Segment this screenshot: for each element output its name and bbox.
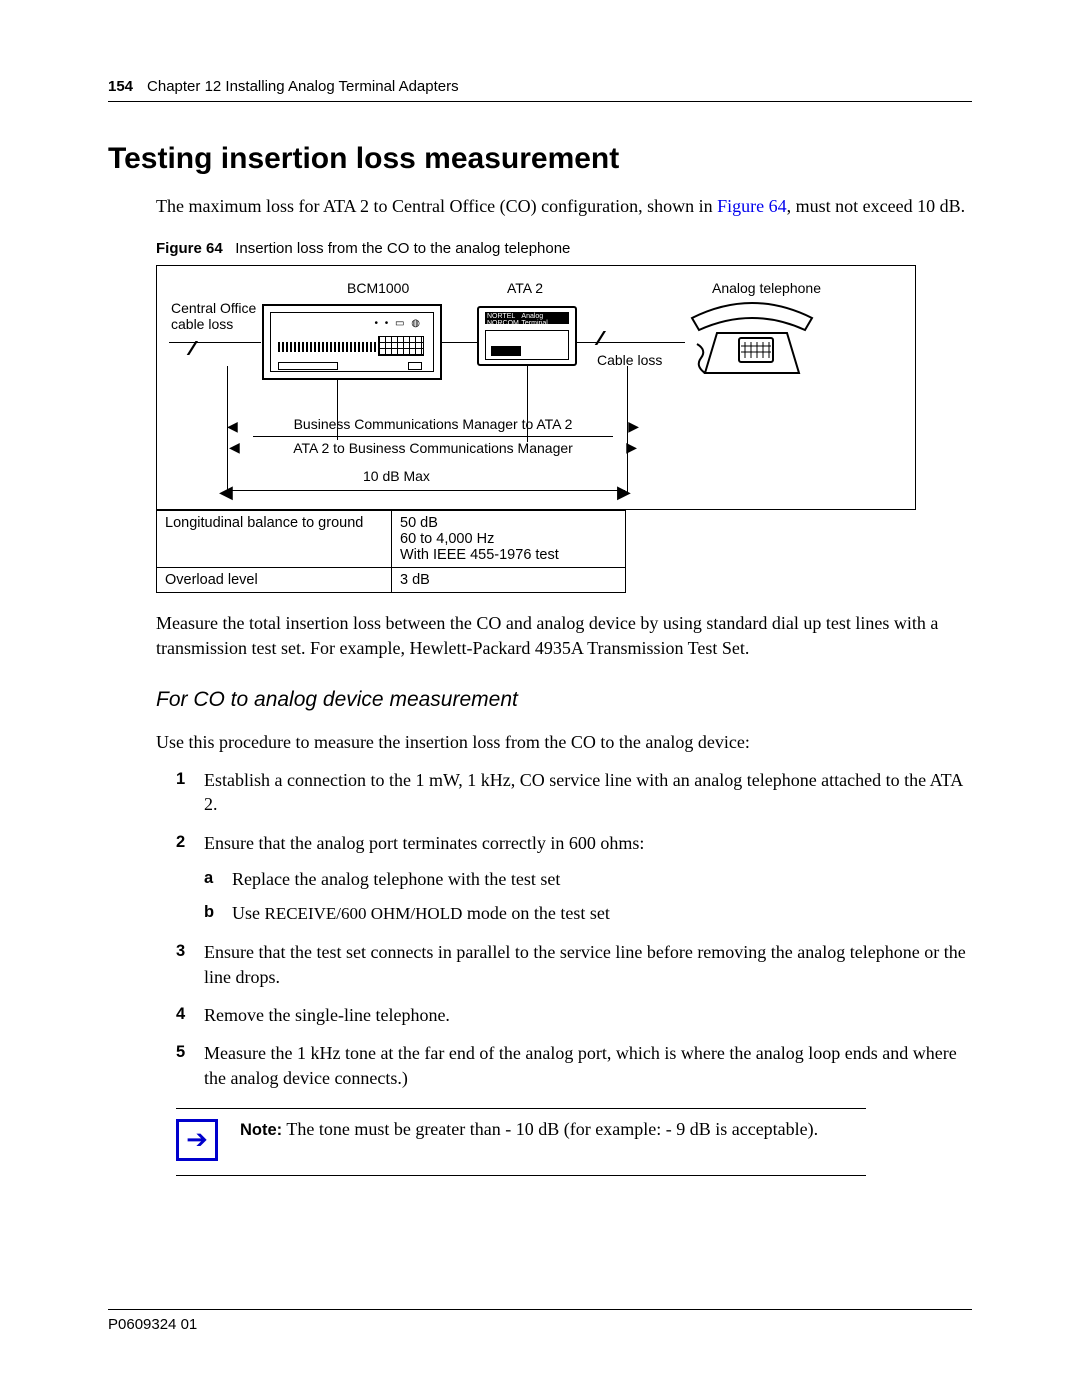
substep-text: Replace the analog telephone with the te… [232,869,560,889]
figure-link[interactable]: Figure 64 [717,196,787,216]
ata-device-icon: NORTEL NORCOM Analog Terminal Adapter 2 [477,306,577,366]
step-number: 2 [176,831,185,853]
sub-list: a Replace the analog telephone with the … [204,867,972,926]
list-item: 3 Ensure that the test set connects in p… [176,940,972,989]
intro-paragraph: The maximum loss for ATA 2 to Central Of… [156,194,972,218]
arrow-left-icon: ◀ [227,418,238,435]
mid2-text: ATA 2 to Business Communications Manager [293,440,573,456]
step-number: 5 [176,1041,185,1063]
page-header: 154 Chapter 12 Installing Analog Termina… [108,78,972,102]
spec-key: Overload level [157,568,392,593]
list-item: 5 Measure the 1 kHz tone at the far end … [176,1041,972,1090]
intro-post: , must not exceed 10 dB. [787,196,965,216]
note-arrow-icon: ➔ [176,1119,218,1161]
diagram-mid-label-1: ◀ Business Communications Manager to ATA… [253,416,613,432]
note-block: ➔ Note: The tone must be greater than - … [176,1108,866,1176]
ata-top-left: NORTEL NORCOM [487,313,521,323]
s2b-sc: RECEIVE/600 OHM/HOLD [265,904,463,923]
intro-pre: The maximum loss for ATA 2 to Central Of… [156,196,717,216]
arrow-line [229,490,625,491]
arrow-right-icon: ▶ [617,482,631,503]
divider [176,1175,866,1176]
connector-line [442,342,477,343]
substep-letter: a [204,867,213,889]
step-text: Remove the single-line telephone. [204,1005,450,1025]
step-text: Establish a connection to the 1 mW, 1 kH… [204,770,962,814]
label-co1: Central Office [171,300,256,316]
page-number: 154 [108,78,133,95]
arrow-right-icon: ▶ [626,439,637,456]
spec-key: Longitudinal balance to ground [157,511,392,568]
after-table-paragraph: Measure the total insertion loss between… [156,611,972,660]
telephone-icon [687,298,817,378]
list-item: 4 Remove the single-line telephone. [176,1003,972,1027]
step-text: Measure the 1 kHz tone at the far end of… [204,1043,957,1087]
substep-text: Use RECEIVE/600 OHM/HOLD mode on the tes… [232,903,610,923]
label-bcm: BCM1000 [347,280,409,296]
label-cableloss: Cable loss [597,352,662,368]
label-analog: Analog telephone [712,280,821,296]
list-item: a Replace the analog telephone with the … [204,867,972,891]
figure-caption: Figure 64 Insertion loss from the CO to … [156,240,972,257]
ata-top-right: Analog Terminal Adapter 2 [521,313,567,323]
dbmax-label: 10 dB Max [357,468,436,484]
list-item: 1 Establish a connection to the 1 mW, 1 … [176,768,972,817]
spec-value: 3 dB [392,568,626,593]
arrow-left-icon: ◀ [229,439,240,456]
note-body: The tone must be greater than - 10 dB (f… [282,1119,818,1139]
bcm-device-icon: • • ▭ ◍ [262,304,442,380]
figure-diagram: BCM1000 ATA 2 Analog telephone Central O… [156,265,916,510]
arrow-right-icon: ▶ [628,418,639,435]
figure-caption-text: Insertion loss from the CO to the analog… [235,240,570,257]
step-text: Ensure that the analog port terminates c… [204,833,644,853]
after-table-text: Measure the total insertion loss between… [156,611,972,660]
chapter-title: Chapter 12 Installing Analog Terminal Ad… [147,78,459,95]
substep-letter: b [204,901,214,923]
spec-value: 50 dB 60 to 4,000 Hz With IEEE 455-1976 … [392,511,626,568]
s2b-post: mode on the test set [462,903,609,923]
spec-table: Longitudinal balance to ground 50 dB 60 … [156,510,626,593]
figure-label: Figure 64 [156,240,223,257]
list-item: 2 Ensure that the analog port terminates… [176,831,972,927]
label-co2: cable loss [171,316,233,332]
page-footer: P0609324 01 [108,1309,972,1333]
arrow-left-icon: ◀ [219,482,233,503]
connector-line [577,342,685,343]
note-label: Note: [240,1121,282,1139]
s2b-pre: Use [232,903,265,923]
step-number: 3 [176,940,185,962]
connector-line [169,342,261,343]
doc-id: P0609324 01 [108,1316,197,1333]
sub-intro-text: Use this procedure to measure the insert… [156,730,972,754]
mid1-text: Business Communications Manager to ATA 2 [294,416,573,432]
section-title: Testing insertion loss measurement [108,142,972,176]
procedure-list: 1 Establish a connection to the 1 mW, 1 … [176,768,972,1090]
note-text: Note: The tone must be greater than - 10… [240,1119,818,1140]
table-row: Overload level 3 dB [157,568,626,593]
label-ata: ATA 2 [507,280,543,296]
step-text: Ensure that the test set connects in par… [204,942,966,986]
step-number: 4 [176,1003,185,1025]
subsection-heading: For CO to analog device measurement [156,688,972,712]
step-number: 1 [176,768,185,790]
list-item: b Use RECEIVE/600 OHM/HOLD mode on the t… [204,901,972,926]
diagram-mid-label-2: ◀ ATA 2 to Business Communications Manag… [253,436,613,456]
sub-intro: Use this procedure to measure the insert… [156,730,972,754]
table-row: Longitudinal balance to ground 50 dB 60 … [157,511,626,568]
